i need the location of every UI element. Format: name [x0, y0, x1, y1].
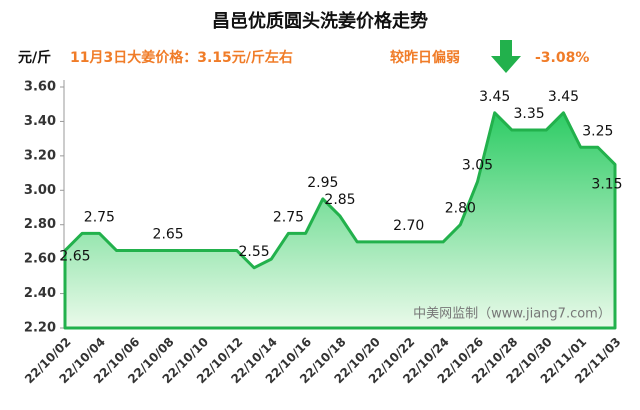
annotation: 较昨日偏弱 — [390, 49, 460, 66]
y-tick-label: 2.40 — [24, 286, 56, 301]
chart-title: 昌邑优质圆头洗姜价格走势 — [212, 10, 428, 32]
y-tick-label: 2.80 — [24, 217, 56, 232]
data-label: 3.25 — [582, 123, 613, 139]
watermark: 中美网监制（www.jiang7.com） — [413, 307, 611, 322]
y-tick-label: 2.60 — [24, 252, 56, 267]
data-label: 2.65 — [153, 227, 184, 243]
data-label: 3.45 — [479, 89, 510, 105]
y-tick-label: 3.00 — [24, 183, 56, 198]
data-label: 2.65 — [59, 249, 90, 265]
annotation: 11月3日大姜价格：3.15元/斤左右 — [70, 49, 293, 66]
data-label: 3.05 — [462, 158, 493, 174]
data-label: 2.80 — [445, 201, 476, 217]
area — [63, 111, 617, 330]
annotation: -3.08% — [535, 50, 589, 66]
data-label: 3.45 — [548, 89, 579, 105]
y-axis-label: 元/斤 — [18, 49, 51, 66]
data-label: 2.75 — [273, 209, 304, 225]
data-label: 2.75 — [84, 209, 115, 225]
y-tick-label: 2.20 — [24, 321, 56, 336]
down-arrow-icon — [491, 40, 521, 73]
data-label: 3.35 — [513, 106, 544, 122]
data-label: 2.85 — [324, 192, 355, 208]
y-tick-label: 3.40 — [24, 114, 56, 129]
y-tick-label: 3.60 — [24, 80, 56, 95]
data-label: 2.95 — [307, 175, 338, 191]
data-label: 2.55 — [238, 244, 269, 260]
y-tick-label: 3.20 — [24, 148, 56, 163]
data-label: 2.70 — [393, 218, 424, 234]
data-label: 3.15 — [591, 176, 622, 192]
